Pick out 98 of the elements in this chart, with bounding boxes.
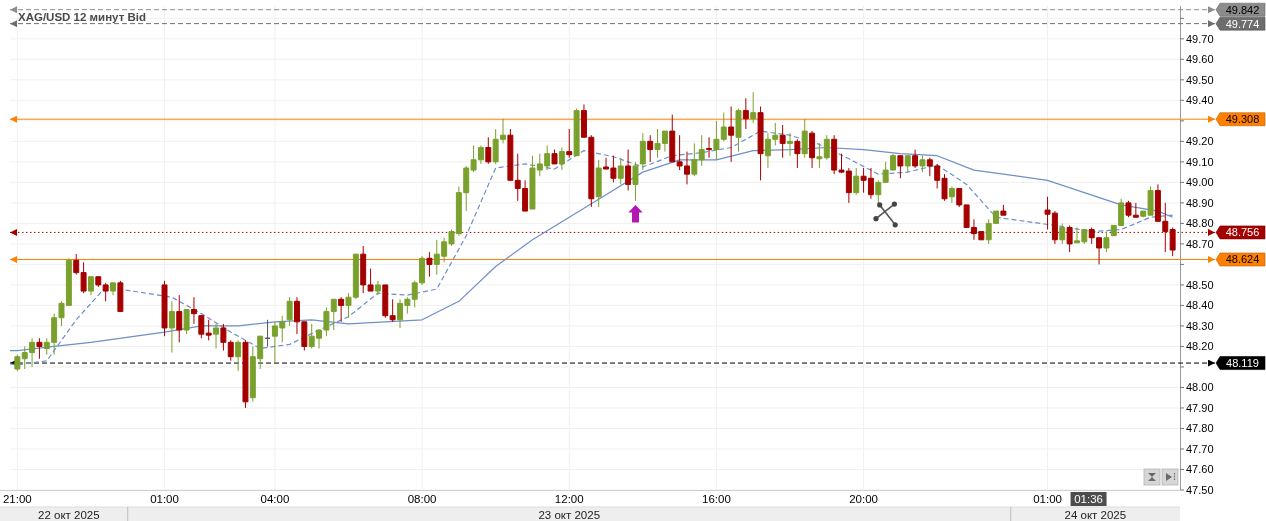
candlestick <box>382 284 389 319</box>
ref-line-label: 49.308 <box>1225 113 1260 126</box>
candlestick <box>87 276 94 296</box>
candlestick <box>904 155 911 173</box>
candlestick <box>242 339 249 409</box>
candlestick <box>919 155 926 173</box>
candlestick <box>110 282 116 296</box>
candlestick <box>875 179 882 206</box>
candlestick <box>235 339 242 372</box>
y-tick-label: 49.20 <box>1186 135 1214 148</box>
candlestick <box>912 149 919 169</box>
x-tick-label: 04:00 <box>260 493 290 505</box>
y-tick-label: 48.50 <box>1186 278 1214 291</box>
chart-title: XAG/USD 12 минут Bid <box>18 10 146 23</box>
text: 23 окт 2025 <box>538 508 601 521</box>
candlestick <box>95 276 102 288</box>
text: 24 окт 2025 <box>1064 508 1127 521</box>
candlestick <box>625 149 632 192</box>
candlestick <box>485 136 492 165</box>
candlestick <box>801 118 808 159</box>
candlestick <box>897 155 904 179</box>
y-tick-label: 49.60 <box>1186 53 1214 66</box>
y-tick-label: 49.10 <box>1186 155 1214 168</box>
candlestick <box>14 354 21 372</box>
candlestick <box>566 128 573 159</box>
candlestick <box>809 130 816 169</box>
ref-line-label: 49.774 <box>1225 17 1260 30</box>
candlestick <box>595 159 602 208</box>
y-tick-label: 48.80 <box>1186 217 1214 230</box>
y-tick-label: 47.50 <box>1186 484 1214 496</box>
candlestick <box>1103 231 1110 253</box>
y-tick-label: 49.00 <box>1186 176 1214 189</box>
candlestick <box>728 105 735 163</box>
candlestick <box>617 157 624 185</box>
candlestick <box>176 294 183 343</box>
text: 22 окт 2025 <box>38 508 100 521</box>
candlestick <box>286 296 293 327</box>
y-tick-label: 47.60 <box>1186 463 1214 476</box>
candlestick <box>698 134 705 167</box>
y-tick-label: 49.40 <box>1186 94 1214 107</box>
ref-line-label: 49.842 <box>1225 3 1260 16</box>
candlestick <box>190 296 197 325</box>
candlestick <box>36 337 43 360</box>
y-tick-label: 48.00 <box>1186 381 1214 394</box>
y-tick-label: 48.20 <box>1186 340 1214 353</box>
candlestick <box>706 136 713 159</box>
y-tick-label: 48.40 <box>1186 299 1214 312</box>
candlestick <box>1169 226 1176 257</box>
y-tick-label: 49.50 <box>1186 73 1214 86</box>
y-tick-label: 48.30 <box>1186 319 1214 332</box>
candlestick <box>338 296 345 323</box>
text: 01:36 <box>1074 493 1103 505</box>
candlestick <box>573 108 580 157</box>
candlestick <box>551 149 558 165</box>
x-tick-label: 08:00 <box>407 493 437 505</box>
candlestick <box>647 134 654 163</box>
candlestick <box>639 132 646 171</box>
candlestick <box>779 124 786 159</box>
candlestick <box>426 251 433 278</box>
x-tick-label: 01:00 <box>150 493 179 505</box>
candlestick <box>948 185 955 204</box>
x-tick-label: 12:00 <box>554 493 584 505</box>
candlestick <box>102 282 109 302</box>
candlestick <box>161 280 168 337</box>
candlestick <box>735 108 742 153</box>
candlestick <box>213 323 220 349</box>
x-tick-label: 21:00 <box>2 493 32 505</box>
y-tick-label: 47.70 <box>1186 442 1214 455</box>
candlestick <box>1000 204 1007 216</box>
candlestick <box>117 280 124 313</box>
y-tick-label: 48.70 <box>1186 237 1214 250</box>
candlestick <box>787 132 793 157</box>
ref-line-label: 48.624 <box>1225 253 1260 266</box>
x-tick-label: 20:00 <box>849 493 878 505</box>
candlestick <box>205 319 212 341</box>
candlestick <box>374 280 381 296</box>
candlestick <box>853 167 860 196</box>
y-tick-label: 48.90 <box>1186 196 1214 209</box>
candlestick <box>558 147 565 171</box>
candlestick <box>742 97 749 130</box>
y-tick-label: 49.70 <box>1186 32 1214 45</box>
candlestick <box>1059 222 1066 245</box>
candlestick <box>757 105 764 181</box>
candlestick <box>183 309 190 335</box>
x-tick-label: 01:00 <box>1033 493 1062 505</box>
ref-line-label: 48.756 <box>1225 226 1260 239</box>
candlestick <box>750 91 757 124</box>
y-tick-label: 47.80 <box>1186 422 1214 435</box>
candlestick <box>691 142 698 177</box>
candlestick <box>794 138 801 169</box>
candlestick <box>264 319 271 347</box>
ref-line-label: 48.119 <box>1226 357 1259 370</box>
candlestick <box>198 315 205 339</box>
x-tick-label: 16:00 <box>702 493 731 505</box>
candlestick <box>389 298 396 323</box>
candlestick <box>632 161 639 202</box>
y-tick-label: 47.90 <box>1186 401 1214 414</box>
candlestick <box>168 300 175 354</box>
